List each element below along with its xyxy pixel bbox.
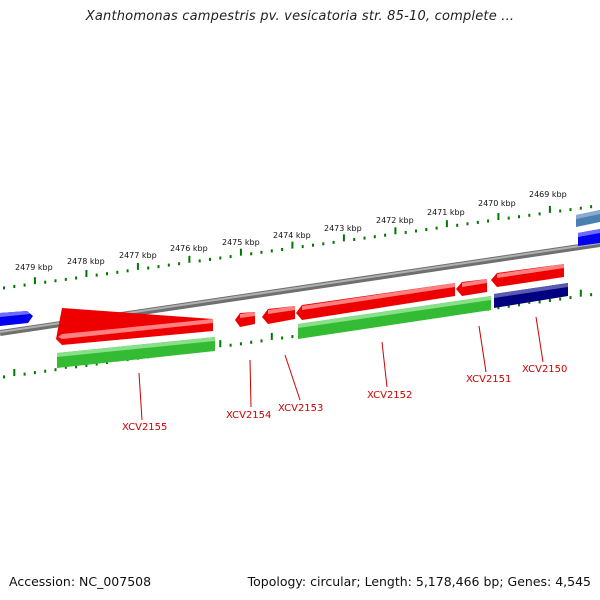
kbp-label: 2474 kbp [273, 231, 311, 240]
gene-xcv2154-forward[interactable] [235, 312, 255, 327]
gene-label-xcv2154[interactable]: XCV2154 [226, 410, 271, 421]
feature-blue-left[interactable] [0, 311, 33, 326]
kbp-label: 2471 kbp [427, 208, 465, 217]
kbp-label: 2470 kbp [478, 199, 516, 208]
gene-label-xcv2153[interactable]: XCV2153 [278, 403, 323, 414]
map-title: Xanthomonas campestris pv. vesicatoria s… [85, 9, 515, 24]
kbp-label: 2473 kbp [324, 224, 362, 233]
gene-xcv2150-reverse[interactable] [494, 283, 568, 308]
gene-xcv2155-forward[interactable] [56, 308, 213, 345]
kbp-label: 2469 kbp [529, 190, 567, 199]
gene-label-xcv2155[interactable]: XCV2155 [122, 422, 167, 433]
kbp-label: 2472 kbp [376, 216, 414, 225]
gene-xcv2152-forward[interactable] [296, 283, 455, 320]
gene-xcv2150-forward[interactable] [491, 264, 564, 287]
gene-xcv2152-reverse[interactable] [298, 296, 491, 339]
gene-labels: XCV2155 XCV2154 XCV2153 XCV2152 XCV2151 … [122, 364, 567, 433]
kbp-label: 2478 kbp [67, 257, 105, 266]
topology-summary: Topology: circular; Length: 5,178,466 bp… [247, 574, 591, 589]
gene-xcv2153-forward[interactable] [262, 306, 295, 324]
accession-text: Accession: NC_007508 [9, 574, 152, 589]
gene-xcv2155-reverse[interactable] [57, 337, 215, 368]
gene-xcv2151-forward[interactable] [456, 279, 487, 296]
feature-steelblue-right[interactable] [576, 210, 600, 227]
gene-label-xcv2152[interactable]: XCV2152 [367, 390, 412, 401]
kbp-label: 2479 kbp [15, 263, 53, 272]
kbp-label: 2475 kbp [222, 238, 260, 247]
outer-tick-ring [3, 205, 593, 290]
gene-label-xcv2150[interactable]: XCV2150 [522, 364, 567, 375]
gene-label-xcv2151[interactable]: XCV2151 [466, 374, 511, 385]
kbp-label: 2477 kbp [119, 251, 157, 260]
gene-label-lines [138, 316, 544, 421]
kbp-labels: 2479 kbp 2478 kbp 2477 kbp 2476 kbp 2475… [15, 190, 567, 272]
kbp-label: 2476 kbp [170, 244, 208, 253]
feature-blue-right[interactable] [578, 229, 600, 246]
